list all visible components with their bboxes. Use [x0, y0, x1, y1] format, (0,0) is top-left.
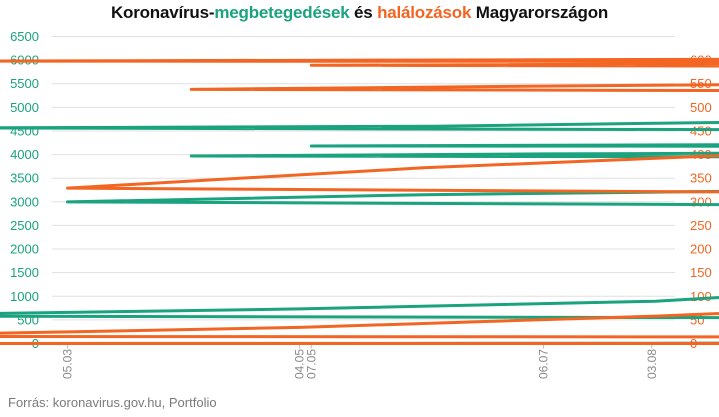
left-tick-label: 6500: [10, 29, 39, 44]
chart-title: Koronavírus-megbetegedések és halálozáso…: [0, 3, 719, 23]
right-tick-label: 200: [690, 242, 712, 257]
right-tick-label: 150: [690, 265, 712, 280]
x-tick-label: 03.08: [645, 349, 659, 379]
title-part-deaths: halálozások: [377, 3, 472, 22]
source-note: Forrás: koronavirus.gov.hu, Portfolio: [8, 395, 217, 410]
right-tick-label: 500: [690, 100, 712, 115]
right-tick-label: 250: [690, 218, 712, 233]
left-axis: 0500100015002000250030003500400045005000…: [10, 29, 39, 351]
left-tick-label: 5000: [10, 100, 39, 115]
title-part-suffix: Magyarországon: [471, 3, 609, 22]
left-tick-label: 3500: [10, 171, 39, 186]
left-tick-label: 4500: [10, 123, 39, 138]
title-part-prefix: Koronavírus-: [110, 3, 215, 22]
left-tick-label: 3000: [10, 194, 39, 209]
x-tick-label: 05.03: [60, 349, 74, 379]
cases-line: [0, 120, 719, 345]
left-tick-label: 500: [17, 312, 39, 327]
right-tick-label: 350: [690, 171, 712, 186]
left-tick-label: 2500: [10, 218, 39, 233]
left-tick-label: 5500: [10, 76, 39, 91]
x-axis: 03.0103.0803.1503.2203.2904.0504.1204.19…: [60, 343, 659, 379]
left-tick-label: 2000: [10, 242, 39, 257]
series-layer: [0, 57, 719, 345]
right-tick-label: 300: [690, 194, 712, 209]
left-tick-label: 1500: [10, 265, 39, 280]
title-part-cases: megbetegedések: [214, 3, 350, 22]
left-tick-label: 1000: [10, 289, 39, 304]
title-part-and: és: [349, 3, 378, 22]
x-tick-label: 06.07: [536, 349, 550, 379]
x-tick-label: 07.05: [304, 349, 318, 379]
x-tick-label: 04.05: [293, 349, 307, 379]
right-tick-label: 100: [690, 289, 712, 304]
left-tick-label: 4000: [10, 147, 39, 162]
